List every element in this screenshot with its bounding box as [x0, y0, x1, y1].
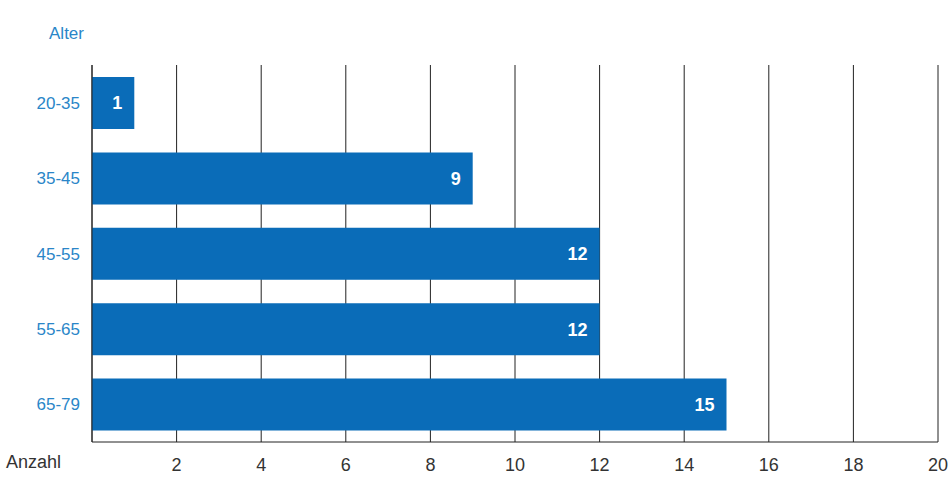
svg-text:15: 15 — [694, 395, 714, 415]
svg-text:20: 20 — [928, 455, 948, 475]
svg-text:16: 16 — [759, 455, 779, 475]
svg-text:2: 2 — [172, 455, 182, 475]
svg-text:18: 18 — [843, 455, 863, 475]
svg-text:10: 10 — [505, 455, 525, 475]
svg-text:35-45: 35-45 — [37, 169, 80, 188]
svg-text:65-79: 65-79 — [37, 395, 80, 414]
svg-text:8: 8 — [425, 455, 435, 475]
svg-text:1: 1 — [112, 93, 122, 113]
html-text:Alter: Alter — [49, 24, 84, 43]
svg-text:4: 4 — [256, 455, 266, 475]
svg-text:6: 6 — [341, 455, 351, 475]
svg-text:12: 12 — [568, 244, 588, 264]
svg-text:14: 14 — [674, 455, 694, 475]
svg-text:9: 9 — [451, 169, 461, 189]
svg-text:12: 12 — [568, 320, 588, 340]
svg-text:12: 12 — [590, 455, 610, 475]
svg-text:45-55: 45-55 — [37, 245, 80, 264]
svg-text:55-65: 55-65 — [37, 320, 80, 339]
html-text:Anzahl: Anzahl — [6, 452, 61, 472]
svg-text:20-35: 20-35 — [37, 94, 80, 113]
